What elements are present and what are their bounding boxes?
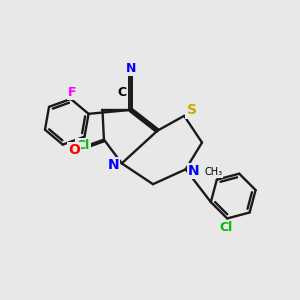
Text: O: O	[68, 143, 80, 157]
Text: F: F	[68, 86, 76, 99]
Text: Cl: Cl	[76, 139, 90, 152]
Text: CH₃: CH₃	[204, 167, 222, 177]
Text: N: N	[108, 158, 119, 172]
Text: N: N	[188, 164, 200, 178]
Text: C: C	[118, 85, 127, 98]
Text: Cl: Cl	[219, 221, 232, 234]
Text: N: N	[126, 62, 136, 75]
Text: S: S	[187, 103, 196, 118]
